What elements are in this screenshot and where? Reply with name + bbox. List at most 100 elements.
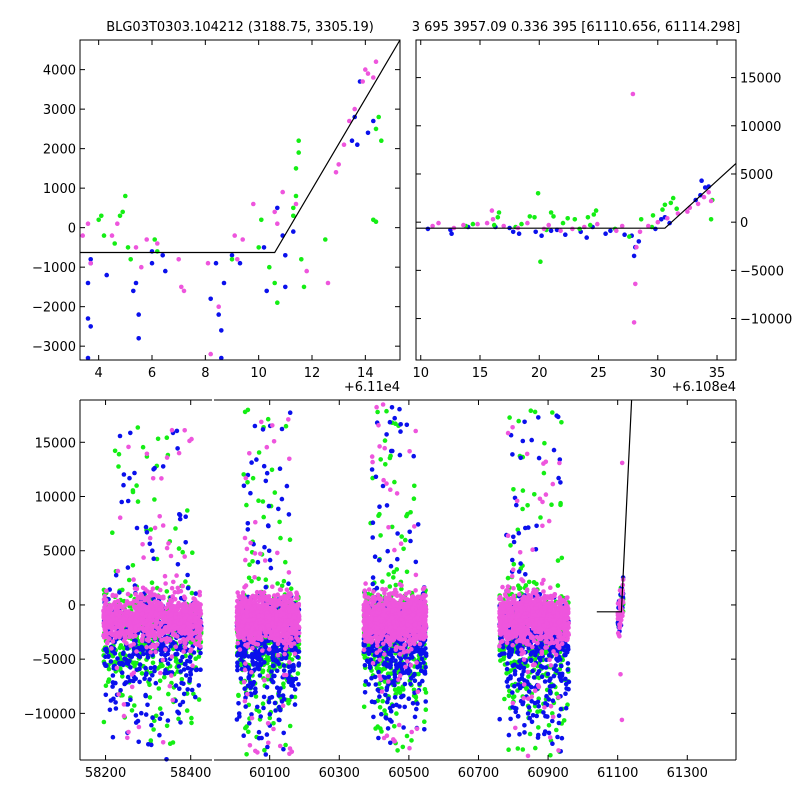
data-point [103,597,109,603]
data-point [172,590,178,595]
data-point [287,537,293,542]
data-point [283,423,289,429]
data-point [527,715,532,721]
data-point [535,735,541,740]
data-point [126,577,132,583]
data-point [542,731,547,737]
data-point [386,572,391,577]
data-point [420,678,425,684]
data-point [554,727,559,733]
data-point [267,711,273,717]
data-point [526,645,532,651]
data-point [423,651,429,656]
data-point [591,212,597,217]
data-point [159,603,165,608]
data-point [559,663,564,669]
data-point [177,639,183,645]
data-point [247,721,252,726]
data-point [152,644,158,650]
data-point [530,713,536,718]
data-point [392,682,397,688]
data-point [275,300,280,306]
data-point [193,610,198,616]
data-point [134,649,139,654]
data-point [188,633,193,639]
data-point [187,654,193,660]
data-point [143,524,149,530]
data-point [272,673,277,679]
data-point [103,683,109,688]
data-point [178,658,183,664]
data-point [505,684,511,689]
data-point [287,669,293,674]
data-point [539,674,545,679]
data-point [251,201,256,207]
y-tick-label: −3000 [32,340,76,355]
data-point [150,660,156,666]
data-point [170,740,176,745]
data-point [169,616,174,621]
data-point [296,649,302,654]
y-tick-label: −2000 [32,301,76,316]
data-point [159,711,164,716]
data-point [180,624,186,630]
data-point [277,519,282,525]
data-point [176,664,182,669]
data-point [668,200,674,206]
data-point [129,654,135,660]
data-point [517,659,522,664]
data-point [490,217,496,222]
data-point [402,681,408,687]
data-point [197,612,203,617]
data-point [408,675,414,681]
data-point [178,644,183,650]
data-point [520,747,526,752]
data-point [139,626,144,631]
data-point [512,672,518,677]
data-point [393,421,398,427]
x-tick-label: 12 [304,366,321,381]
data-point [379,711,384,717]
data-point [379,138,384,143]
data-point [253,649,258,654]
data-point [183,514,188,519]
data-point [152,599,158,604]
data-point [145,702,150,708]
data-point [520,506,525,512]
data-point [341,142,347,147]
data-point [559,555,565,561]
data-point [180,549,185,555]
data-point [501,223,507,229]
data-point [148,644,154,650]
data-point [506,693,512,699]
data-point [133,676,138,681]
data-point [266,699,272,705]
data-point [157,607,162,612]
data-point [287,410,293,416]
data-point [195,642,201,648]
data-point [162,615,168,621]
data-point [178,588,184,594]
data-point [139,710,144,716]
data-point [418,649,423,655]
data-point [392,687,398,692]
data-point [378,533,383,538]
data-point [585,215,591,220]
data-point [143,712,149,717]
data-point [706,190,711,195]
data-point [265,416,271,422]
data-point [559,420,564,425]
data-point [685,209,690,214]
data-point [508,675,513,681]
data-point [185,585,191,591]
data-point [243,704,248,709]
data-point [181,667,187,672]
x-offset-label: +6.11e4 [344,380,400,395]
data-point [387,717,393,723]
data-point [268,565,274,571]
data-point [538,259,543,265]
data-point [106,636,111,641]
data-point [269,677,274,683]
data-point [541,710,546,715]
data-point [398,660,403,666]
